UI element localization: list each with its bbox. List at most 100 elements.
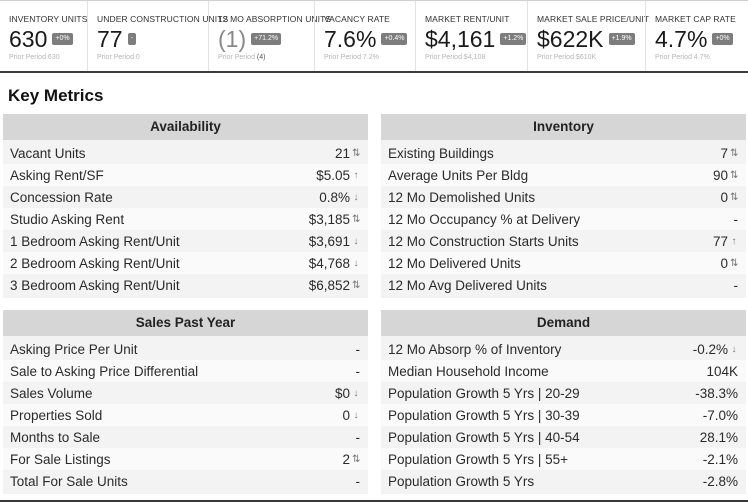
metric-label: Population Growth 5 Yrs | 55+ xyxy=(388,451,568,467)
metric-row[interactable]: For Sale Listings 2 ⇅ xyxy=(3,448,368,470)
metric-row[interactable]: 12 Mo Demolished Units 0 ⇅ xyxy=(381,186,746,208)
kpi-market-cap-rate[interactable]: MARKET CAP RATE 4.7% +0% Prior Period 4.… xyxy=(645,1,748,71)
metric-row[interactable]: 12 Mo Absorp % of Inventory -0.2% ↓ xyxy=(381,338,746,360)
metric-value: -7.0% xyxy=(702,407,738,423)
section-divider xyxy=(0,71,748,73)
up-down-icon: ⇅ xyxy=(730,257,739,269)
metric-value: 7 xyxy=(720,145,728,161)
metric-label: 1 Bedroom Asking Rent/Unit xyxy=(10,233,180,249)
metric-row[interactable]: Existing Buildings 7 ⇅ xyxy=(381,142,746,164)
metric-row[interactable]: Sale to Asking Price Differential - xyxy=(3,360,368,382)
kpi-prior-period: Prior Period (4) xyxy=(218,54,266,61)
metric-label: 2 Bedroom Asking Rent/Unit xyxy=(10,255,180,271)
metric-row[interactable]: 12 Mo Occupancy % at Delivery - xyxy=(381,208,746,230)
kpi-market-sale-price-unit[interactable]: MARKET SALE PRICE/UNIT $622K +1.9% Prior… xyxy=(527,1,650,71)
metric-row[interactable]: 12 Mo Delivered Units 0 ⇅ xyxy=(381,252,746,274)
kpi-change-badge: +1.2% xyxy=(500,33,527,45)
kpi-change-badge: +0% xyxy=(52,33,73,45)
kpi-change-badge: +0% xyxy=(712,33,733,45)
metric-value: - xyxy=(733,277,739,293)
panel-rows: Asking Price Per Unit - Sale to Asking Pri… xyxy=(3,336,368,492)
metric-row[interactable]: Population Growth 5 Yrs | 30-39 -7.0% xyxy=(381,404,746,426)
kpi-vacancy-rate[interactable]: VACANCY RATE 7.6% +0.4% Prior Period 7.2… xyxy=(314,1,415,71)
metric-row[interactable]: Population Growth 5 Yrs | 20-29 -38.3% xyxy=(381,382,746,404)
kpi-prior-period: Prior Period $610K xyxy=(537,54,597,61)
metric-row[interactable]: 3 Bedroom Asking Rent/Unit $6,852 ⇅ xyxy=(3,274,368,296)
metric-row[interactable]: Vacant Units 21 ⇅ xyxy=(3,142,368,164)
kpi-prior-period: Prior Period 0 xyxy=(97,54,140,61)
kpi-inventory-units[interactable]: INVENTORY UNITS 630 +0% Prior Period 630 xyxy=(0,1,87,71)
metric-label: Population Growth 5 Yrs | 20-29 xyxy=(388,385,580,401)
metric-label: For Sale Listings xyxy=(10,451,111,467)
metric-row[interactable]: Properties Sold 0 ↓ xyxy=(3,404,368,426)
metric-row[interactable]: Population Growth 5 Yrs | 55+ -2.1% xyxy=(381,448,746,470)
metric-row[interactable]: 12 Mo Avg Delivered Units - xyxy=(381,274,746,296)
metric-row[interactable]: Asking Price Per Unit - xyxy=(3,338,368,360)
kpi-label: MARKET SALE PRICE/UNIT xyxy=(537,14,650,24)
kpi-strip: INVENTORY UNITS 630 +0% Prior Period 630… xyxy=(0,0,748,71)
metric-label: Total For Sale Units xyxy=(10,473,128,489)
kpi-label: INVENTORY UNITS xyxy=(9,14,88,24)
panel-header: Availability xyxy=(3,114,368,140)
kpi-prior-period: Prior Period 7.2% xyxy=(324,54,379,61)
metric-value: $4,768 xyxy=(308,255,350,271)
up-down-icon: ⇅ xyxy=(352,213,361,225)
metric-label: 12 Mo Construction Starts Units xyxy=(388,233,579,249)
metric-row[interactable]: 2 Bedroom Asking Rent/Unit $4,768 ↓ xyxy=(3,252,368,274)
up-down-icon: ⇅ xyxy=(730,169,739,181)
kpi-absorption-units[interactable]: 12 MO ABSORPTION UNITS (1) +71.2% Prior … xyxy=(208,1,332,71)
metric-label: Studio Asking Rent xyxy=(10,211,125,227)
metric-row[interactable]: Asking Rent/SF $5.05 ↑ xyxy=(3,164,368,186)
metric-value: $0 xyxy=(334,385,350,401)
metric-row[interactable]: Total For Sale Units - xyxy=(3,470,368,492)
metric-row[interactable]: Average Units Per Bldg 90 ⇅ xyxy=(381,164,746,186)
metric-value: 0 xyxy=(342,407,350,423)
metric-label: Sales Volume xyxy=(10,385,93,401)
up-arrow-icon: ↑ xyxy=(731,235,737,247)
down-arrow-icon: ↓ xyxy=(353,257,359,269)
metric-value: -38.3% xyxy=(695,385,738,401)
kpi-value: 630 xyxy=(9,26,48,52)
metric-label: Properties Sold xyxy=(10,407,103,423)
metric-label: Median Household Income xyxy=(388,363,549,379)
metric-row[interactable]: 1 Bedroom Asking Rent/Unit $3,691 ↓ xyxy=(3,230,368,252)
panel-inventory: Inventory Existing Buildings 7 ⇅ Average Un… xyxy=(381,114,746,298)
kpi-value: (1) xyxy=(218,26,247,52)
metric-value: -0.2% xyxy=(692,341,728,357)
panel-rows: 12 Mo Absorp % of Inventory -0.2% ↓ Median … xyxy=(381,336,746,492)
metric-row[interactable]: Studio Asking Rent $3,185 ⇅ xyxy=(3,208,368,230)
up-down-icon: ⇅ xyxy=(730,147,739,159)
metric-label: 12 Mo Avg Delivered Units xyxy=(388,277,547,293)
metric-label: 12 Mo Demolished Units xyxy=(388,189,536,205)
metric-row[interactable]: Population Growth 5 Yrs -2.8% xyxy=(381,470,746,492)
kpi-under-construction-units[interactable]: UNDER CONSTRUCTION UNITS 77 - Prior Peri… xyxy=(87,1,229,71)
kpi-value: 7.6% xyxy=(324,26,377,52)
panel-rows: Existing Buildings 7 ⇅ Average Units Per Bl… xyxy=(381,140,746,296)
kpi-label: UNDER CONSTRUCTION UNITS xyxy=(97,14,229,24)
metric-label: 3 Bedroom Asking Rent/Unit xyxy=(10,277,180,293)
kpi-market-rent-unit[interactable]: MARKET RENT/UNIT $4,161 +1.2% Prior Peri… xyxy=(415,1,527,71)
metric-label: Average Units Per Bldg xyxy=(388,167,529,183)
section-title: Key Metrics xyxy=(8,86,104,105)
metric-row[interactable]: Population Growth 5 Yrs | 40-54 28.1% xyxy=(381,426,746,448)
metric-row[interactable]: Sales Volume $0 ↓ xyxy=(3,382,368,404)
panel-header: Sales Past Year xyxy=(3,310,368,336)
metric-row[interactable]: Months to Sale - xyxy=(3,426,368,448)
kpi-prior-period: Prior Period 4.7% xyxy=(655,54,710,61)
metric-row[interactable]: Median Household Income 104K xyxy=(381,360,746,382)
up-down-icon: ⇅ xyxy=(352,279,361,291)
kpi-label: 12 MO ABSORPTION UNITS xyxy=(218,14,332,24)
metric-label: Concession Rate xyxy=(10,189,113,205)
metric-label: Sale to Asking Price Differential xyxy=(10,363,199,379)
metric-label: Asking Price Per Unit xyxy=(10,341,138,357)
metric-row[interactable]: Concession Rate 0.8% ↓ xyxy=(3,186,368,208)
metric-value: 90 xyxy=(712,167,728,183)
kpi-change-badge: - xyxy=(127,33,136,45)
metric-row[interactable]: 12 Mo Construction Starts Units 77 ↑ xyxy=(381,230,746,252)
metric-label: Asking Rent/SF xyxy=(10,167,104,183)
down-arrow-icon: ↓ xyxy=(353,387,359,399)
kpi-change-badge: +0.4% xyxy=(381,33,408,45)
kpi-change-badge: +71.2% xyxy=(251,33,282,45)
metric-label: 12 Mo Occupancy % at Delivery xyxy=(388,211,581,227)
metric-value: - xyxy=(355,429,361,445)
